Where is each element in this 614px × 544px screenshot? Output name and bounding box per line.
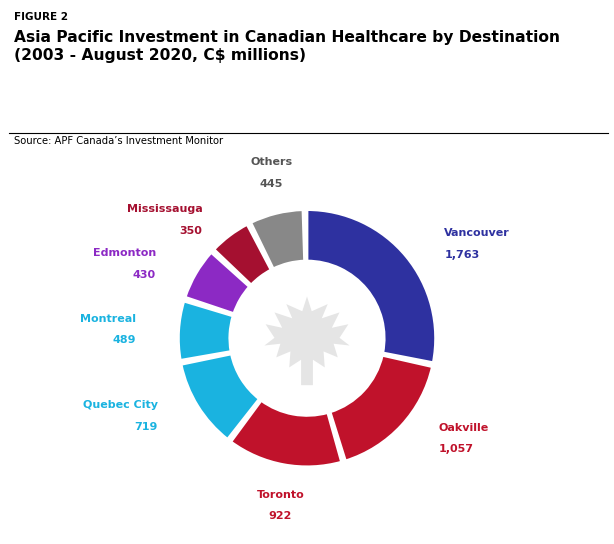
Wedge shape bbox=[181, 354, 259, 440]
Text: Asia Pacific Investment in Canadian Healthcare by Destination
(2003 - August 202: Asia Pacific Investment in Canadian Heal… bbox=[14, 30, 559, 63]
Wedge shape bbox=[231, 400, 341, 467]
Wedge shape bbox=[179, 301, 233, 360]
Text: Quebec City: Quebec City bbox=[83, 400, 158, 410]
Text: 350: 350 bbox=[179, 226, 203, 236]
Polygon shape bbox=[265, 296, 349, 385]
Text: Source: APF Canada’s Investment Monitor: Source: APF Canada’s Investment Monitor bbox=[14, 136, 223, 146]
Text: FIGURE 2: FIGURE 2 bbox=[14, 12, 68, 22]
Wedge shape bbox=[185, 252, 249, 314]
Text: Oakville: Oakville bbox=[439, 423, 489, 432]
Text: 1,763: 1,763 bbox=[445, 250, 480, 260]
Text: 719: 719 bbox=[134, 422, 158, 432]
Text: 445: 445 bbox=[260, 178, 283, 189]
Text: Mississauga: Mississauga bbox=[126, 205, 203, 214]
Text: Others: Others bbox=[251, 157, 293, 167]
Text: Montreal: Montreal bbox=[80, 313, 136, 324]
Text: 1,057: 1,057 bbox=[439, 444, 474, 454]
Text: Edmonton: Edmonton bbox=[93, 248, 156, 258]
Wedge shape bbox=[214, 224, 271, 285]
Text: 430: 430 bbox=[133, 270, 156, 280]
Text: Vancouver: Vancouver bbox=[445, 228, 510, 238]
Text: Toronto: Toronto bbox=[257, 490, 304, 500]
Text: 922: 922 bbox=[269, 511, 292, 521]
Wedge shape bbox=[307, 209, 435, 363]
Wedge shape bbox=[330, 355, 432, 461]
Wedge shape bbox=[251, 209, 305, 269]
Text: 489: 489 bbox=[113, 335, 136, 345]
